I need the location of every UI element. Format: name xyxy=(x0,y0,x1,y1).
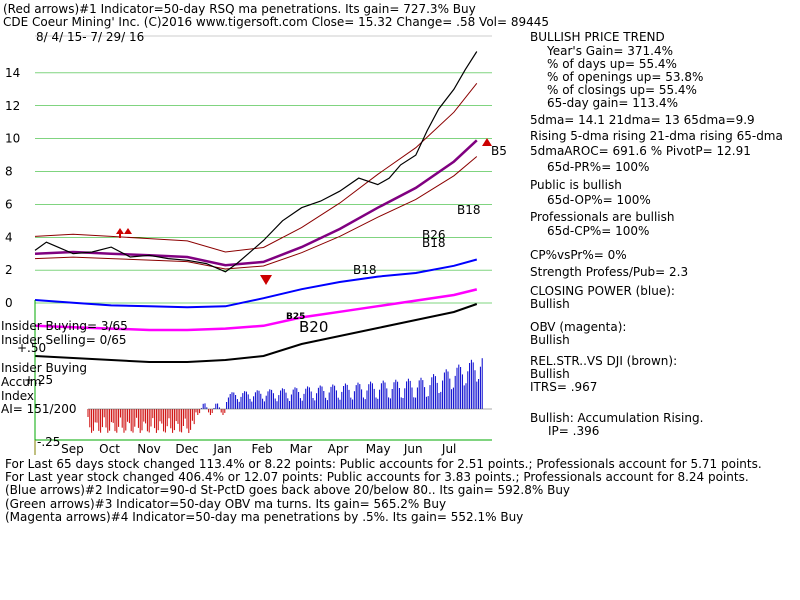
y-tick-label: 4 xyxy=(5,230,13,244)
obv-line xyxy=(34,288,478,332)
professionals-status: Professionals are bullish xyxy=(530,210,675,224)
ip-value: IP= .396 xyxy=(548,424,600,438)
rising-mas: Rising 5-dma rising 21-dma rising 65-dma xyxy=(530,129,783,143)
x-tick-label: Jun xyxy=(403,442,423,456)
y-tick-label: 12 xyxy=(5,99,20,113)
pr-pct: 65d-PR%= 100% xyxy=(547,160,650,174)
relstr-line xyxy=(34,303,478,363)
accum-label: Accum xyxy=(1,375,42,389)
ai-value: AI= 151/200 xyxy=(1,402,77,416)
header-indicator-line: (Red arrows)#1 Indicator=50-day RSQ ma p… xyxy=(3,2,476,16)
ma-65-line xyxy=(34,139,478,267)
chart-series xyxy=(34,51,478,363)
x-tick-label: Jan xyxy=(212,442,232,456)
x-tick-label: Sep xyxy=(61,442,84,456)
signal-b18-lower: B18 xyxy=(353,263,377,277)
x-tick-label: Dec xyxy=(175,442,198,456)
header-stock-line: CDE Coeur Mining' Inc. (C)2016 www.tiger… xyxy=(3,15,550,29)
closing-power-line xyxy=(34,258,478,309)
aroc-pivot: 5dmaAROC= 691.6 % PivotP= 12.91 xyxy=(530,144,751,158)
footer-year: For Last year stock changed 406.4% or 12… xyxy=(5,470,749,484)
axis-ticks: 14 12 10 8 6 4 2 0 Sep Oct Nov Dec Jan Feb Mar Apr May Ju… xyxy=(5,66,456,456)
dma-values: 5dma= 14.1 21dma= 13 65dma=9.9 xyxy=(530,113,755,127)
closings-up: % of closings up= 55.4% xyxy=(547,83,697,97)
y-tick-label: 0 xyxy=(5,296,13,310)
lower-band-line xyxy=(34,156,478,270)
x-tick-label: Oct xyxy=(99,442,120,456)
footer-blue-arrows: (Blue arrows)#2 Indicator=90-d St-PctD g… xyxy=(5,483,571,497)
y-tick-label: 8 xyxy=(5,165,13,179)
red-buy-arrow xyxy=(482,138,492,146)
signal-b5: B5 xyxy=(491,144,507,158)
x-tick-label: Mar xyxy=(290,442,313,456)
signal-b18-mid: B18 xyxy=(422,236,446,250)
footer-magenta-arrows: (Magenta arrows)#4 Indicator=50-day ma p… xyxy=(5,510,524,524)
ai-plus-25: +.25 xyxy=(24,373,54,387)
days-up: % of days up= 55.4% xyxy=(547,57,677,71)
index-label: Index xyxy=(1,389,35,403)
op-pct: 65d-OP%= 100% xyxy=(547,193,651,207)
footer-65day: For Last 65 days stock changed 113.4% or… xyxy=(5,457,762,471)
trend-title: BULLISH PRICE TREND xyxy=(530,30,665,44)
date-range: 8/ 4/ 15- 7/ 29/ 16 xyxy=(36,30,145,44)
signal-b25: B25 xyxy=(286,312,306,322)
signal-b26: B26 xyxy=(422,228,446,242)
obv-value: Bullish xyxy=(530,333,570,347)
x-tick-label: May xyxy=(366,442,391,456)
upper-band-line xyxy=(34,82,478,253)
ai-minus-25: -.25 xyxy=(37,435,61,449)
signal-b18-upper: B18 xyxy=(457,203,481,217)
gain-65: 65-day gain= 113.4% xyxy=(547,96,679,110)
insider-buying-label: Insider Buying xyxy=(1,361,87,375)
public-status: Public is bullish xyxy=(530,178,622,192)
red-buy-arrow xyxy=(116,228,124,234)
obv-label: OBV (magenta): xyxy=(530,320,627,334)
y-tick-label: 6 xyxy=(5,197,13,211)
years-gain: Year's Gain= 371.4% xyxy=(547,44,673,58)
closing-power-value: Bullish xyxy=(530,297,570,311)
relstr-value: Bullish xyxy=(530,367,570,381)
insider-selling-count: Insider Selling= 0/65 xyxy=(1,333,127,347)
closing-power-label: CLOSING POWER (blue): xyxy=(530,284,675,298)
insider-buying-count: Insider Buying= 3/65 xyxy=(1,319,128,333)
itrs-value: ITRS= .967 xyxy=(530,380,598,394)
ai-plus-50: +.50 xyxy=(17,341,47,355)
cp-pct: 65d-CP%= 100% xyxy=(547,224,650,238)
grid-lines xyxy=(35,72,492,304)
cp-vs-pr: CP%vsPr%= 0% xyxy=(530,248,627,262)
price-line xyxy=(34,51,478,273)
signal-b20: B20 xyxy=(299,318,329,336)
red-buy-arrow xyxy=(260,275,272,285)
y-tick-label: 10 xyxy=(5,132,20,146)
strength-ratio: Strength Profess/Pub= 2.3 xyxy=(530,265,689,279)
accumulation-bars xyxy=(87,358,492,433)
x-tick-label: Feb xyxy=(252,442,273,456)
signal-arrows xyxy=(116,138,492,285)
accum-status: Bullish: Accumulation Rising. xyxy=(530,411,704,425)
relstr-label: REL.STR..VS DJI (brown): xyxy=(530,354,678,368)
x-tick-label: Apr xyxy=(328,442,349,456)
openings-up: % of openings up= 53.8% xyxy=(547,70,704,84)
y-tick-label: 14 xyxy=(5,66,20,80)
y-tick-label: 2 xyxy=(5,263,13,277)
x-tick-label: Nov xyxy=(137,442,160,456)
footer-green-arrows: (Green arrows)#3 Indicator=50-day OBV ma… xyxy=(5,497,447,511)
x-tick-label: Jul xyxy=(441,442,456,456)
red-buy-arrow xyxy=(124,228,132,234)
